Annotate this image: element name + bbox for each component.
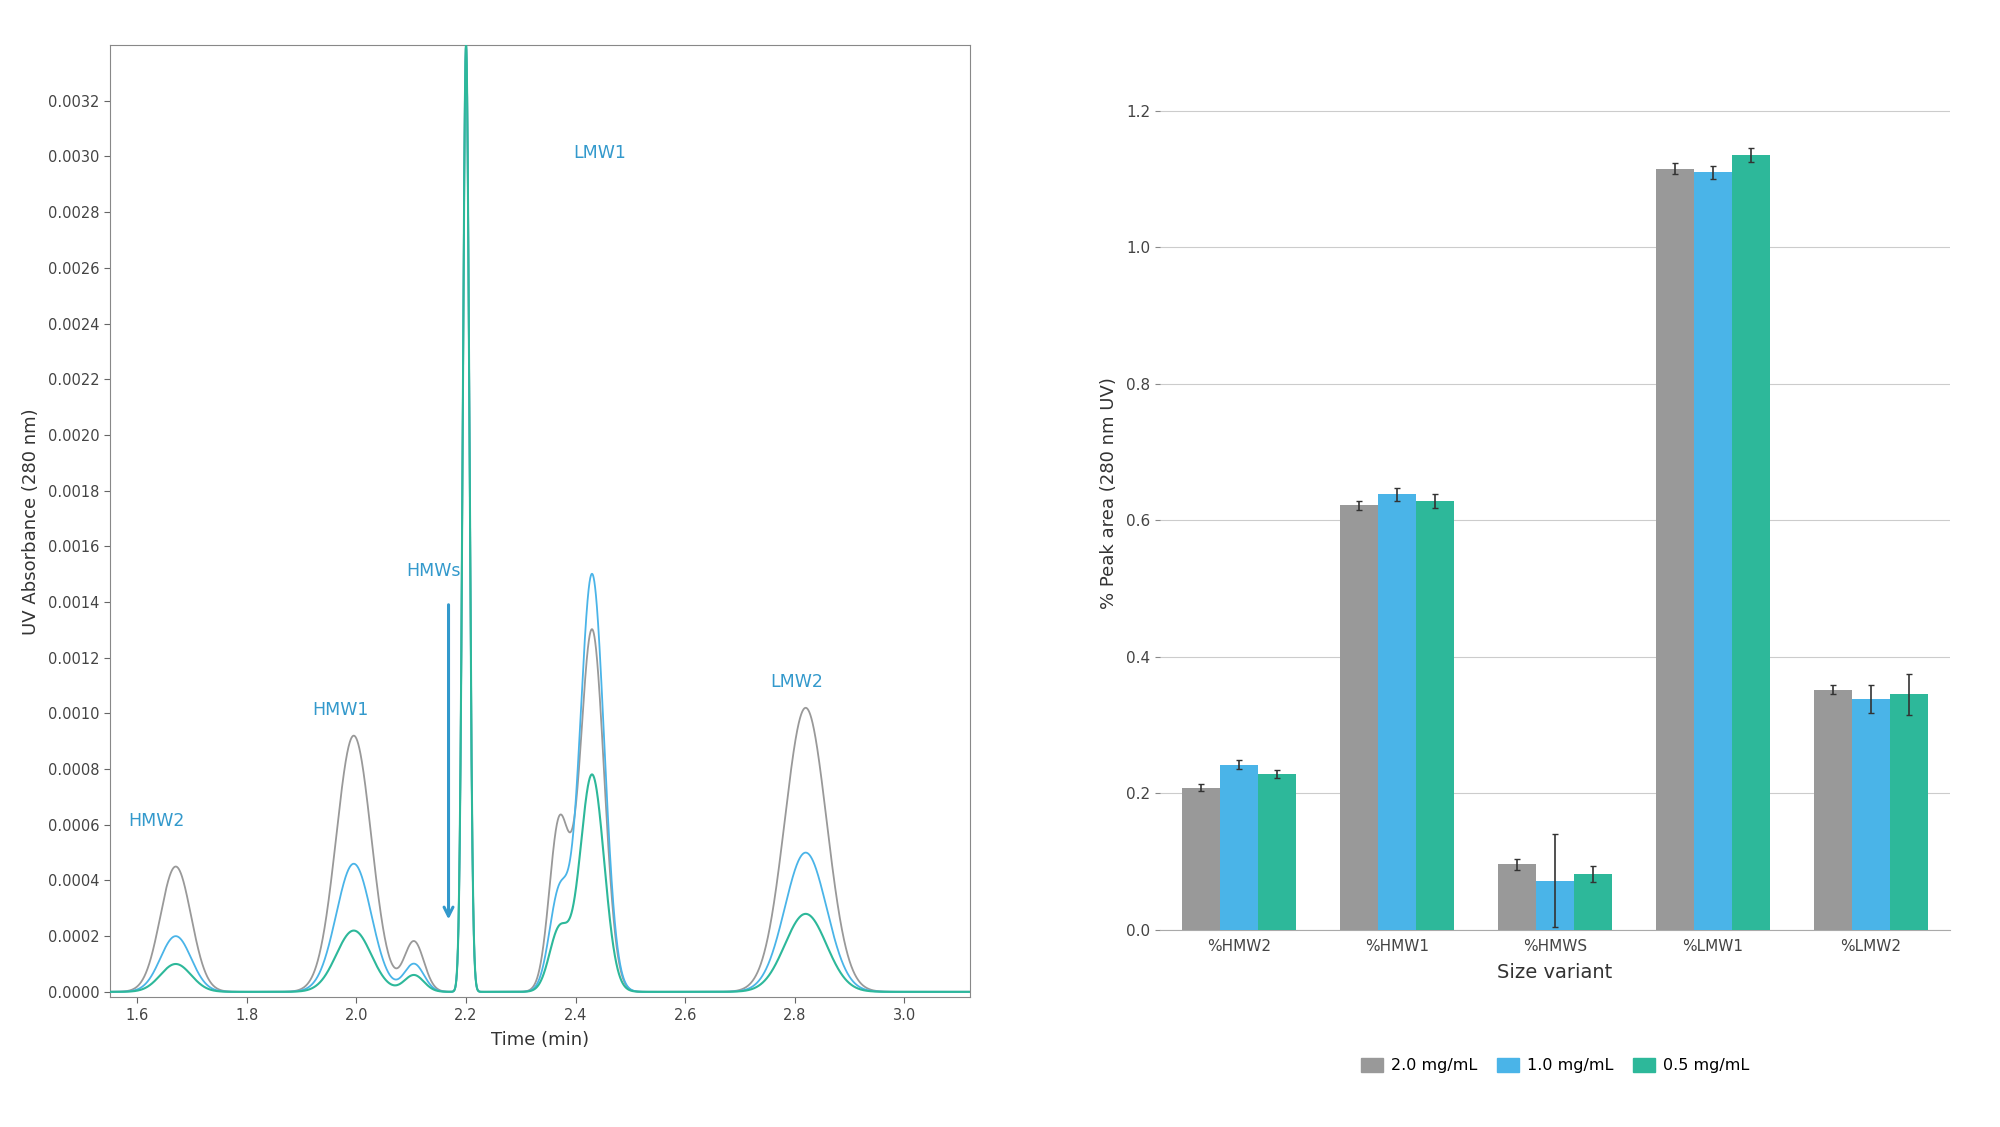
Bar <box>1694 172 1732 930</box>
Bar <box>1732 156 1770 930</box>
Legend: 2.0 mg/mL, 1.0 mg/mL, 0.5 mg/mL: 2.0 mg/mL, 1.0 mg/mL, 0.5 mg/mL <box>1354 1051 1756 1080</box>
Y-axis label: UV Absorbance (280 nm): UV Absorbance (280 nm) <box>22 408 40 635</box>
Bar <box>1378 495 1416 930</box>
Y-axis label: % Peak area (280 nm UV): % Peak area (280 nm UV) <box>1100 378 1118 609</box>
Bar <box>1536 880 1574 930</box>
Bar <box>1814 690 1852 930</box>
Bar <box>1220 764 1258 930</box>
Bar <box>1890 694 1928 930</box>
Bar <box>1340 505 1378 930</box>
Text: HMW2: HMW2 <box>128 813 184 831</box>
Text: LMW1: LMW1 <box>572 144 626 162</box>
X-axis label: Time (min): Time (min) <box>490 1031 590 1049</box>
Bar <box>1182 788 1220 930</box>
Bar <box>1416 502 1454 930</box>
Bar <box>1656 169 1694 930</box>
Bar <box>1498 864 1536 930</box>
Bar <box>1574 873 1612 930</box>
Bar <box>1258 774 1296 930</box>
Text: LMW2: LMW2 <box>770 673 822 691</box>
X-axis label: Size variant: Size variant <box>1498 962 1612 982</box>
Bar <box>1852 699 1890 930</box>
Text: HMWs: HMWs <box>406 561 460 579</box>
Text: HMW1: HMW1 <box>312 701 370 719</box>
